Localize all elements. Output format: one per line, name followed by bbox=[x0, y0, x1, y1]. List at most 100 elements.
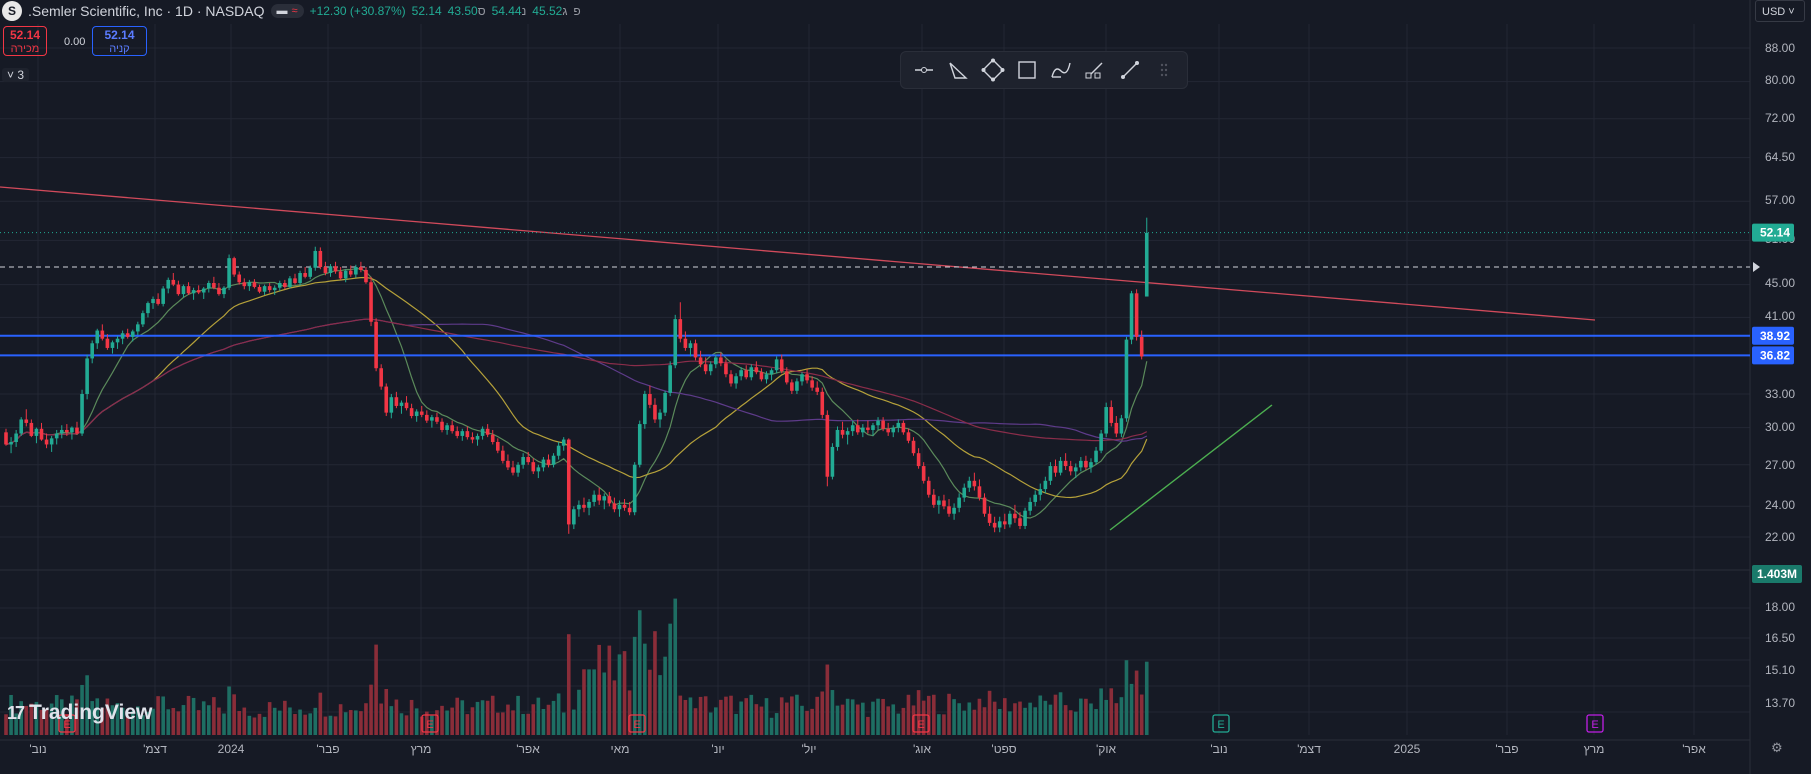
candle-body bbox=[815, 387, 819, 392]
candle-body bbox=[855, 425, 860, 433]
eye-icon[interactable]: ▬ bbox=[276, 5, 288, 17]
brush-icon[interactable] bbox=[1047, 56, 1075, 84]
earnings-badge bbox=[58, 714, 76, 733]
volume-bar bbox=[242, 707, 247, 735]
indicators-toggle[interactable]: ˅ 3 bbox=[2, 68, 30, 82]
volume-bar bbox=[90, 701, 94, 735]
volume-bar bbox=[130, 711, 135, 735]
tradingview-logo[interactable]: 17 TradingView bbox=[7, 701, 152, 725]
candle-body bbox=[734, 376, 738, 384]
time-axis: 'נוב 'דצמ 2024 'פבר מרץ 'אפר מאי 'יונ 'יול 'אוג 'ס… bbox=[0, 739, 1750, 756]
volume-bar bbox=[871, 701, 875, 735]
candle-body bbox=[242, 282, 247, 287]
price-tick-label: 22.00 bbox=[1765, 530, 1795, 544]
volume-bar bbox=[186, 695, 191, 735]
candle-body bbox=[866, 427, 870, 430]
volume-bar bbox=[430, 715, 434, 735]
candle-body bbox=[820, 391, 825, 415]
candle-body bbox=[455, 431, 460, 436]
candle-body bbox=[151, 298, 155, 304]
candle-body bbox=[1073, 467, 1078, 472]
earnings-badge-letter: E bbox=[63, 719, 70, 731]
xabcd-pattern-icon[interactable] bbox=[979, 56, 1007, 84]
candle-body bbox=[952, 507, 956, 514]
candle-body bbox=[531, 462, 536, 472]
candle-body bbox=[1129, 293, 1134, 340]
volume-bar bbox=[485, 700, 490, 735]
currency-select[interactable]: USD ˅ bbox=[1755, 0, 1805, 22]
candle-body bbox=[632, 464, 637, 513]
volume-bar bbox=[1023, 707, 1027, 735]
volume-bar bbox=[764, 698, 769, 735]
drag-handle-icon[interactable] bbox=[1150, 56, 1178, 84]
volume-bar bbox=[637, 610, 642, 735]
buy-button[interactable]: 52.14 קניה bbox=[92, 26, 147, 56]
candle-body bbox=[668, 365, 672, 393]
chart-grid bbox=[0, 0, 1751, 774]
price-tick-label: 57.00 bbox=[1765, 193, 1795, 207]
time-tick-label: 'פבר bbox=[1495, 742, 1518, 756]
volume-bar bbox=[237, 711, 242, 735]
buy-label: קניה bbox=[109, 43, 130, 55]
volume-bar bbox=[855, 704, 860, 735]
volume-bar bbox=[267, 702, 272, 735]
candle-body bbox=[409, 408, 414, 417]
volume-bar bbox=[526, 713, 531, 735]
candle-body bbox=[729, 374, 733, 384]
volume-bar bbox=[1099, 688, 1103, 735]
symbol-title[interactable]: .Semler Scientific, Inc · 1D · NASDAQ bbox=[28, 3, 265, 19]
price-tick-label: 16.50 bbox=[1765, 631, 1795, 645]
candle-body bbox=[1124, 339, 1129, 419]
volume-bar bbox=[59, 699, 64, 735]
candle-body bbox=[470, 437, 475, 440]
candle-body bbox=[1028, 501, 1032, 511]
candle-body bbox=[1099, 433, 1103, 451]
volume-bar bbox=[648, 669, 652, 735]
volume-bar bbox=[906, 694, 911, 735]
rectangle-icon[interactable] bbox=[1013, 56, 1041, 84]
volume-bar bbox=[450, 707, 454, 735]
triangle-pattern-icon[interactable] bbox=[944, 56, 972, 84]
candle-body bbox=[136, 324, 140, 332]
candle-body bbox=[779, 359, 784, 372]
drawn-lines bbox=[0, 186, 1760, 531]
candle-body bbox=[698, 357, 703, 365]
volume-bar bbox=[561, 712, 566, 735]
volume-bar bbox=[338, 704, 343, 735]
price-label-box bbox=[1752, 346, 1794, 365]
settings-gear-icon[interactable]: ⚙ bbox=[1771, 740, 1783, 755]
time-tick-label: 2024 bbox=[218, 742, 245, 756]
candle-body bbox=[4, 432, 8, 445]
candle-body bbox=[612, 503, 617, 510]
candle-body bbox=[364, 269, 368, 283]
ray-icon[interactable] bbox=[1081, 56, 1109, 84]
compare-icon[interactable]: ≈ bbox=[291, 5, 298, 17]
visibility-pill[interactable]: ▬ ≈ bbox=[270, 4, 304, 18]
price-tick-label: 30.00 bbox=[1765, 420, 1795, 434]
horizontal-line-icon[interactable] bbox=[910, 56, 938, 84]
candle-body bbox=[901, 422, 906, 433]
candle-body bbox=[551, 455, 556, 465]
price-label: 52.14 bbox=[1760, 226, 1790, 240]
trend-line-icon[interactable] bbox=[1116, 56, 1144, 84]
earnings-badge bbox=[1212, 714, 1230, 733]
earnings-badge-letter: E bbox=[633, 719, 640, 731]
volume-bar bbox=[120, 707, 125, 735]
candle-body bbox=[110, 342, 115, 348]
candle-body bbox=[308, 267, 312, 277]
volume-bar bbox=[759, 706, 764, 735]
sell-button[interactable]: 52.14 מכירה bbox=[3, 26, 47, 56]
volume-bar bbox=[784, 702, 789, 735]
candle-body bbox=[14, 433, 18, 442]
volume-bar bbox=[962, 710, 967, 735]
volume-bar bbox=[465, 714, 470, 735]
candle-body bbox=[790, 382, 794, 391]
candle-body bbox=[277, 283, 282, 288]
symbol-header: S .Semler Scientific, Inc · 1D · NASDAQ … bbox=[0, 0, 581, 22]
candle-body bbox=[485, 428, 490, 435]
candle-body bbox=[70, 427, 74, 433]
volume-bar bbox=[166, 709, 171, 735]
candle-body bbox=[759, 372, 764, 380]
volume-bar bbox=[262, 716, 267, 735]
